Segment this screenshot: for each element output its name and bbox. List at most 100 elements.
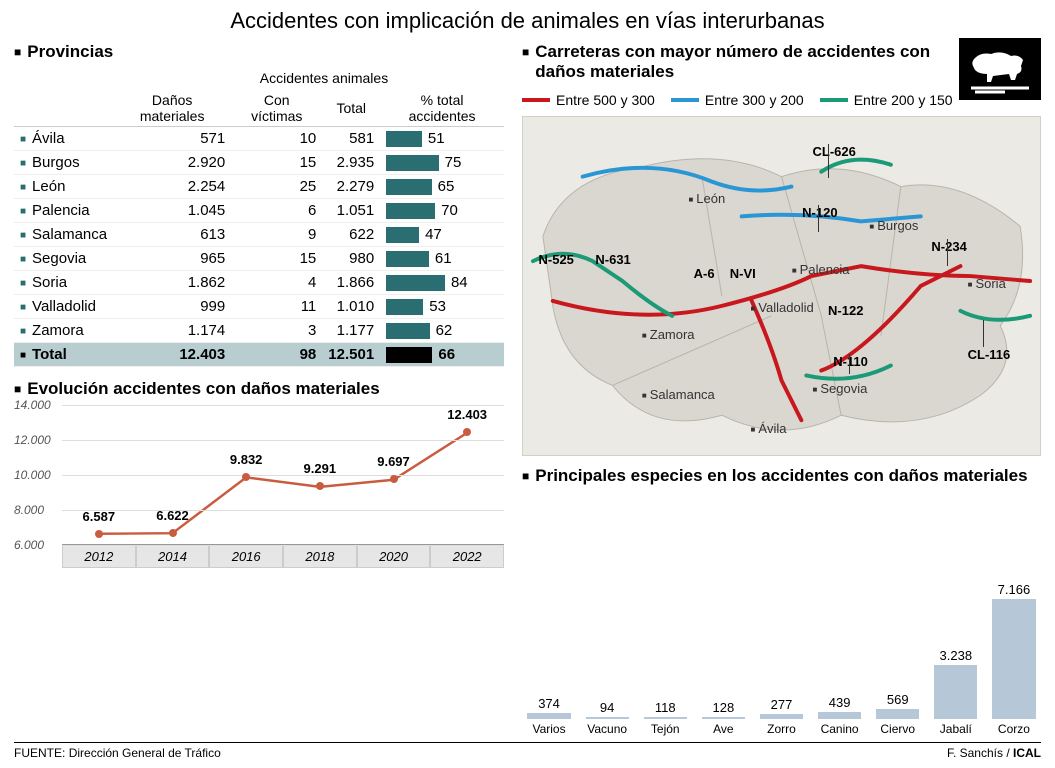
pct-bar (386, 275, 445, 291)
col-damages: Daños materiales (113, 90, 231, 127)
map-road-label: CL-116 (968, 347, 1011, 362)
cell-damages: 2.254 (113, 175, 231, 199)
map-svg (523, 117, 1040, 455)
line-value-label: 6.622 (156, 508, 189, 523)
line-value-label: 6.587 (83, 509, 116, 524)
pct-value: 66 (438, 346, 462, 363)
cell-province: Burgos (14, 151, 113, 175)
cell-province: Ávila (14, 127, 113, 151)
y-tick-label: 12.000 (14, 433, 51, 447)
footer-credit: F. Sanchís / ICAL (947, 746, 1041, 760)
gridline (62, 545, 504, 546)
table-row: Salamanca 613 9 622 47 (14, 223, 504, 247)
pct-bar (386, 251, 429, 267)
pct-bar (386, 227, 419, 243)
legend-swatch (671, 98, 699, 102)
legend-item: Entre 300 y 200 (671, 92, 804, 108)
legend-label: Entre 500 y 300 (556, 92, 655, 108)
species-bar: 277 Zorro (754, 498, 808, 736)
species-bar: 439 Canino (813, 498, 867, 736)
cell-pct: 66 (380, 343, 504, 367)
cell-victims: 4 (231, 271, 322, 295)
species-value: 3.238 (940, 648, 973, 663)
map-road-label: CL-626 (813, 144, 856, 159)
table-total-row: Total 12.403 98 12.501 66 (14, 343, 504, 367)
y-tick-label: 8.000 (14, 503, 44, 517)
table-row: Zamora 1.174 3 1.177 62 (14, 319, 504, 343)
cell-province: Total (14, 343, 113, 367)
map-road-label: N-525 (539, 252, 574, 267)
pct-value: 65 (438, 178, 462, 195)
columns: Provincias Accidentes animales Daños mat… (14, 42, 1041, 736)
y-tick-label: 10.000 (14, 468, 51, 482)
map-leader-line (828, 144, 829, 178)
x-tick-label: 2014 (136, 545, 210, 568)
gridline (62, 440, 504, 441)
map-city-label: Segovia (813, 381, 868, 396)
cell-pct: 51 (380, 127, 504, 151)
line-value-label: 9.832 (230, 452, 263, 467)
legend-label: Entre 200 y 150 (854, 92, 953, 108)
cell-province: Palencia (14, 199, 113, 223)
map-leader-line (818, 205, 819, 232)
gridline (62, 405, 504, 406)
table-row: Segovia 965 15 980 61 (14, 247, 504, 271)
pct-bar (386, 347, 432, 363)
map-road-label: A-6 (694, 266, 715, 281)
cell-total: 2.279 (322, 175, 380, 199)
col-victims: Con víctimas (231, 90, 322, 127)
species-label: Varios (532, 722, 565, 736)
cell-damages: 571 (113, 127, 231, 151)
cell-pct: 61 (380, 247, 504, 271)
cell-damages: 613 (113, 223, 231, 247)
pct-bar (386, 179, 432, 195)
species-bar-rect (644, 717, 687, 719)
map-city-label: Zamora (642, 327, 695, 342)
map-road-label: N-122 (828, 303, 863, 318)
line-chart-xaxis: 201220142016201820202022 (62, 545, 504, 568)
map-city-label: Palencia (792, 262, 850, 277)
species-bar-rect (876, 709, 919, 719)
table-row: Ávila 571 10 581 51 (14, 127, 504, 151)
species-bar-rect (934, 665, 977, 719)
species-bar-chart: 374 Varios 94 Vacuno 118 Tejón 128 Ave 2… (522, 498, 1041, 736)
map-city-label: Ávila (750, 421, 786, 436)
species-bar-rect (527, 713, 570, 719)
table-row: Burgos 2.920 15 2.935 75 (14, 151, 504, 175)
cell-total: 581 (322, 127, 380, 151)
cell-pct: 84 (380, 271, 504, 295)
footer: FUENTE: Dirección General de Tráfico F. … (14, 742, 1041, 760)
legend-item: Entre 200 y 150 (820, 92, 953, 108)
cell-pct: 47 (380, 223, 504, 247)
cell-province: Soria (14, 271, 113, 295)
line-point (242, 473, 250, 481)
cell-damages: 1.045 (113, 199, 231, 223)
map-city-label: León (688, 191, 725, 206)
species-label: Tejón (651, 722, 680, 736)
cell-victims: 10 (231, 127, 322, 151)
line-chart-section: Evolución accidentes con daños materiale… (14, 379, 504, 590)
species-label: Zorro (767, 722, 796, 736)
cell-damages: 999 (113, 295, 231, 319)
x-tick-label: 2020 (357, 545, 431, 568)
line-value-label: 12.403 (447, 407, 487, 422)
infographic-root: Accidentes con implicación de animales e… (0, 0, 1055, 768)
pct-value: 47 (425, 226, 449, 243)
line-point (95, 530, 103, 538)
line-chart-plot: 6.0008.00010.00012.00014.0006.5876.6229.… (62, 405, 504, 545)
line-chart: 6.0008.00010.00012.00014.0006.5876.6229.… (14, 405, 504, 590)
gridline (62, 510, 504, 511)
cell-pct: 53 (380, 295, 504, 319)
cell-damages: 12.403 (113, 343, 231, 367)
map-road-label: N-234 (931, 239, 966, 254)
x-tick-label: 2022 (430, 545, 504, 568)
col-total: Total (322, 90, 380, 127)
table-row: Soria 1.862 4 1.866 84 (14, 271, 504, 295)
table-header-row: Daños materiales Con víctimas Total % to… (14, 90, 504, 127)
cell-victims: 15 (231, 151, 322, 175)
legend-swatch (820, 98, 848, 102)
cell-total: 622 (322, 223, 380, 247)
cell-province: Valladolid (14, 295, 113, 319)
cell-province: León (14, 175, 113, 199)
cell-total: 1.051 (322, 199, 380, 223)
